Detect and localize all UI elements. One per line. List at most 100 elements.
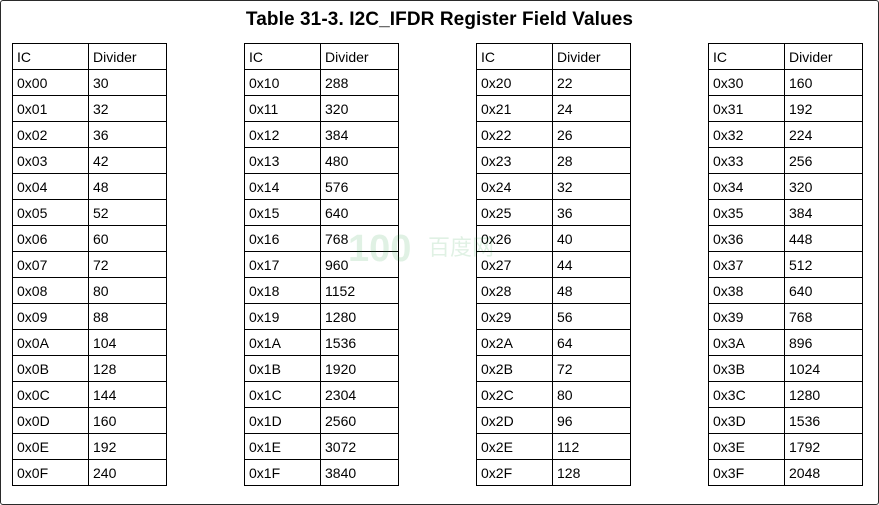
ifdr-table: IC Divider IC Divider IC Divider IC Divider 0x00… bbox=[12, 43, 863, 486]
ic-cell: 0x3D bbox=[708, 407, 785, 434]
divider-cell: 64 bbox=[552, 329, 631, 356]
ic-cell: 0x05 bbox=[12, 199, 89, 226]
table-row: 0x05 52 0x15 640 0x25 36 0x35 384 bbox=[12, 199, 863, 226]
column-gap bbox=[398, 69, 477, 96]
ic-cell: 0x1E bbox=[244, 433, 321, 460]
ic-cell: 0x1B bbox=[244, 355, 321, 382]
ic-cell: 0x01 bbox=[12, 95, 89, 122]
ic-cell: 0x36 bbox=[708, 225, 785, 252]
ic-cell: 0x11 bbox=[244, 95, 321, 122]
divider-cell: 320 bbox=[320, 95, 399, 122]
divider-cell: 48 bbox=[88, 173, 167, 200]
divider-cell: 896 bbox=[784, 329, 863, 356]
divider-cell: 576 bbox=[320, 173, 399, 200]
ic-cell: 0x38 bbox=[708, 277, 785, 304]
column-gap bbox=[166, 459, 245, 486]
column-gap bbox=[630, 433, 709, 460]
divider-cell: 42 bbox=[88, 147, 167, 174]
ic-cell: 0x1A bbox=[244, 329, 321, 356]
divider-cell: 30 bbox=[88, 69, 167, 96]
column-gap bbox=[630, 225, 709, 252]
header-divider: Divider bbox=[784, 43, 863, 70]
header-ic: IC bbox=[12, 43, 89, 70]
ic-cell: 0x23 bbox=[476, 147, 553, 174]
ic-cell: 0x2F bbox=[476, 459, 553, 486]
column-gap bbox=[630, 251, 709, 278]
header-ic: IC bbox=[708, 43, 785, 70]
ic-cell: 0x21 bbox=[476, 95, 553, 122]
table-row: 0x09 88 0x19 1280 0x29 56 0x39 768 bbox=[12, 303, 863, 330]
ic-cell: 0x09 bbox=[12, 303, 89, 330]
header-ic: IC bbox=[244, 43, 321, 70]
divider-cell: 36 bbox=[552, 199, 631, 226]
column-gap bbox=[630, 329, 709, 356]
watermark-name-text: 百度网 bbox=[428, 236, 494, 261]
divider-cell: 3840 bbox=[320, 459, 399, 486]
ic-cell: 0x17 bbox=[244, 251, 321, 278]
ic-cell: 0x33 bbox=[708, 147, 785, 174]
divider-cell: 128 bbox=[88, 355, 167, 382]
divider-cell: 224 bbox=[784, 121, 863, 148]
column-gap bbox=[398, 459, 477, 486]
column-gap bbox=[398, 329, 477, 356]
column-gap bbox=[630, 95, 709, 122]
column-gap bbox=[398, 199, 477, 226]
column-gap bbox=[630, 459, 709, 486]
column-gap bbox=[398, 355, 477, 382]
ic-cell: 0x29 bbox=[476, 303, 553, 330]
column-gap bbox=[166, 277, 245, 304]
header-divider: Divider bbox=[88, 43, 167, 70]
column-gap bbox=[630, 173, 709, 200]
ic-cell: 0x34 bbox=[708, 173, 785, 200]
ic-cell: 0x1D bbox=[244, 407, 321, 434]
divider-cell: 1536 bbox=[784, 407, 863, 434]
table-row: 0x0C 144 0x1C 2304 0x2C 80 0x3C 1280 bbox=[12, 381, 863, 408]
column-gap bbox=[630, 121, 709, 148]
ic-cell: 0x2D bbox=[476, 407, 553, 434]
ic-cell: 0x00 bbox=[12, 69, 89, 96]
column-gap bbox=[630, 303, 709, 330]
table-row: 0x02 36 0x12 384 0x22 26 0x32 224 bbox=[12, 121, 863, 148]
column-gap bbox=[398, 147, 477, 174]
divider-cell: 26 bbox=[552, 121, 631, 148]
table-row: 0x08 80 0x18 1152 0x28 48 0x38 640 bbox=[12, 277, 863, 304]
ic-cell: 0x19 bbox=[244, 303, 321, 330]
table-row: 0x03 42 0x13 480 0x23 28 0x33 256 bbox=[12, 147, 863, 174]
divider-cell: 32 bbox=[88, 95, 167, 122]
divider-cell: 44 bbox=[552, 251, 631, 278]
header-divider: Divider bbox=[320, 43, 399, 70]
divider-cell: 112 bbox=[552, 433, 631, 460]
column-gap bbox=[630, 381, 709, 408]
divider-cell: 28 bbox=[552, 147, 631, 174]
column-gap bbox=[166, 173, 245, 200]
divider-cell: 512 bbox=[784, 251, 863, 278]
divider-cell: 1792 bbox=[784, 433, 863, 460]
divider-cell: 22 bbox=[552, 69, 631, 96]
ic-cell: 0x20 bbox=[476, 69, 553, 96]
ic-cell: 0x22 bbox=[476, 121, 553, 148]
ic-cell: 0x39 bbox=[708, 303, 785, 330]
table-row: 0x0D 160 0x1D 2560 0x2D 96 0x3D 1536 bbox=[12, 407, 863, 434]
divider-cell: 640 bbox=[320, 199, 399, 226]
column-gap bbox=[398, 433, 477, 460]
divider-cell: 1280 bbox=[320, 303, 399, 330]
divider-cell: 56 bbox=[552, 303, 631, 330]
divider-cell: 192 bbox=[88, 433, 167, 460]
column-gap bbox=[398, 173, 477, 200]
column-gap bbox=[398, 95, 477, 122]
divider-cell: 32 bbox=[552, 173, 631, 200]
ic-cell: 0x0B bbox=[12, 355, 89, 382]
ic-cell: 0x37 bbox=[708, 251, 785, 278]
ic-cell: 0x07 bbox=[12, 251, 89, 278]
divider-cell: 52 bbox=[88, 199, 167, 226]
table-row: 0x04 48 0x14 576 0x24 32 0x34 320 bbox=[12, 173, 863, 200]
divider-cell: 640 bbox=[784, 277, 863, 304]
divider-cell: 288 bbox=[320, 69, 399, 96]
column-gap bbox=[166, 43, 245, 70]
column-gap bbox=[630, 69, 709, 96]
divider-cell: 3072 bbox=[320, 433, 399, 460]
column-gap bbox=[166, 355, 245, 382]
ic-cell: 0x13 bbox=[244, 147, 321, 174]
divider-cell: 48 bbox=[552, 277, 631, 304]
ic-cell: 0x28 bbox=[476, 277, 553, 304]
